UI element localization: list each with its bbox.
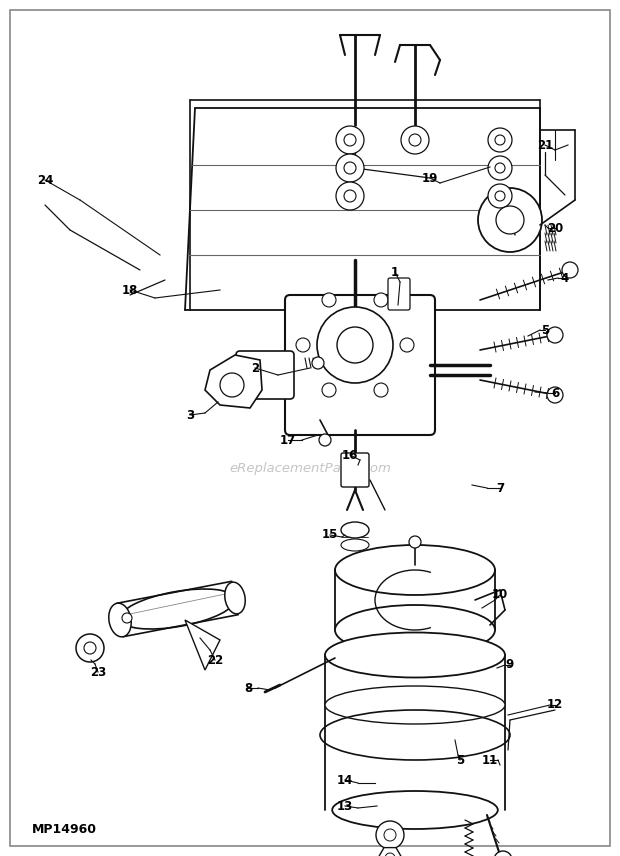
FancyBboxPatch shape <box>341 453 369 487</box>
Circle shape <box>547 327 563 343</box>
Text: 12: 12 <box>547 698 563 711</box>
Text: 15: 15 <box>322 528 338 542</box>
Text: 22: 22 <box>207 653 223 667</box>
Text: 13: 13 <box>337 800 353 812</box>
Text: eReplacementParts.com: eReplacementParts.com <box>229 461 391 474</box>
Circle shape <box>296 338 310 352</box>
Ellipse shape <box>335 605 495 655</box>
Text: 4: 4 <box>561 271 569 284</box>
Text: 10: 10 <box>492 589 508 602</box>
Circle shape <box>376 821 404 849</box>
Circle shape <box>374 293 388 307</box>
Text: 21: 21 <box>537 139 553 152</box>
Polygon shape <box>205 355 262 408</box>
Circle shape <box>384 829 396 841</box>
Circle shape <box>344 190 356 202</box>
Circle shape <box>317 307 393 383</box>
Ellipse shape <box>341 522 369 538</box>
Circle shape <box>322 293 336 307</box>
Circle shape <box>495 135 505 145</box>
Text: 2: 2 <box>251 361 259 375</box>
Circle shape <box>84 642 96 654</box>
Text: 5: 5 <box>541 324 549 336</box>
Circle shape <box>322 383 336 397</box>
Ellipse shape <box>108 603 131 637</box>
Circle shape <box>488 184 512 208</box>
Text: 6: 6 <box>551 387 559 400</box>
Text: 19: 19 <box>422 171 438 185</box>
Circle shape <box>76 634 104 662</box>
Text: 3: 3 <box>186 408 194 421</box>
Circle shape <box>220 373 244 397</box>
Text: 24: 24 <box>37 174 53 187</box>
Text: 7: 7 <box>496 482 504 495</box>
Circle shape <box>336 126 364 154</box>
Circle shape <box>409 536 421 548</box>
Circle shape <box>336 182 364 210</box>
Text: 14: 14 <box>337 774 353 787</box>
Circle shape <box>495 163 505 173</box>
Circle shape <box>344 134 356 146</box>
Circle shape <box>401 126 429 154</box>
Circle shape <box>385 853 395 856</box>
Circle shape <box>495 191 505 201</box>
Ellipse shape <box>332 791 498 829</box>
Circle shape <box>409 134 421 146</box>
Circle shape <box>494 851 512 856</box>
Circle shape <box>562 262 578 278</box>
Text: 20: 20 <box>547 222 563 235</box>
Text: 5: 5 <box>456 753 464 766</box>
Circle shape <box>312 357 324 369</box>
Text: 18: 18 <box>122 283 138 296</box>
Text: 17: 17 <box>280 433 296 447</box>
Ellipse shape <box>341 539 369 551</box>
Text: 23: 23 <box>90 665 106 679</box>
Circle shape <box>336 154 364 182</box>
Circle shape <box>319 434 331 446</box>
Circle shape <box>344 162 356 174</box>
Ellipse shape <box>335 545 495 595</box>
Circle shape <box>337 327 373 363</box>
Text: 11: 11 <box>482 753 498 766</box>
Circle shape <box>488 156 512 180</box>
Polygon shape <box>378 847 402 856</box>
Polygon shape <box>185 620 220 670</box>
Circle shape <box>496 206 524 234</box>
Text: MP14960: MP14960 <box>32 823 97 836</box>
Text: 9: 9 <box>506 658 514 671</box>
Ellipse shape <box>225 582 246 614</box>
Circle shape <box>547 387 563 403</box>
Text: 8: 8 <box>244 681 252 694</box>
Text: 16: 16 <box>342 449 358 461</box>
Ellipse shape <box>120 589 235 629</box>
Circle shape <box>122 613 132 623</box>
Circle shape <box>488 128 512 152</box>
Text: 1: 1 <box>391 265 399 278</box>
Ellipse shape <box>325 633 505 677</box>
FancyBboxPatch shape <box>236 351 294 399</box>
Circle shape <box>478 188 542 252</box>
Circle shape <box>374 383 388 397</box>
Circle shape <box>400 338 414 352</box>
FancyBboxPatch shape <box>285 295 435 435</box>
Ellipse shape <box>325 686 505 724</box>
FancyBboxPatch shape <box>388 278 410 310</box>
